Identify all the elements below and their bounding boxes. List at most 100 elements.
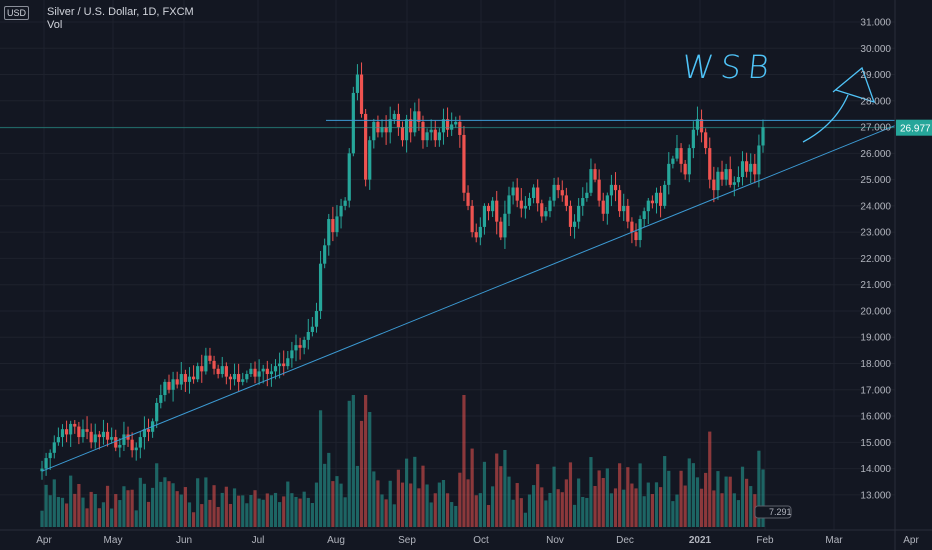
candle-body — [118, 444, 122, 448]
volume-bar — [273, 492, 278, 527]
candle-body — [114, 437, 118, 448]
candle-body — [269, 371, 274, 375]
candle-body — [585, 192, 589, 199]
candle-body — [278, 363, 282, 367]
volume-bar — [204, 477, 208, 527]
candle-body — [232, 374, 237, 380]
volume-bar — [667, 470, 671, 527]
volume-bar — [97, 508, 101, 527]
volume-bar — [372, 471, 376, 527]
volume-bar — [630, 483, 634, 527]
volume-bar — [318, 410, 323, 527]
candle-body — [441, 119, 446, 133]
price-axis[interactable]: 13.000 14.000 15.000 16.000 17.000 18.000 19.0… — [860, 0, 932, 550]
candle-body — [658, 192, 663, 206]
volume-bar — [314, 482, 319, 527]
candle-body — [491, 200, 495, 212]
volume-bar — [474, 495, 478, 527]
volume-bar — [77, 483, 81, 527]
volume-bar — [581, 496, 585, 527]
volume-bar — [622, 489, 626, 527]
volume-bar — [413, 456, 417, 527]
candle-body — [745, 161, 749, 172]
candle-body — [437, 132, 441, 141]
volume-bar — [343, 497, 347, 527]
volume-bar — [232, 488, 237, 527]
volume-bar — [404, 458, 409, 527]
volume-bar — [499, 466, 503, 527]
volume-bar — [724, 476, 728, 527]
candle-body — [286, 358, 290, 367]
candle-body — [282, 363, 286, 367]
candle-body — [376, 121, 380, 133]
candle-body — [613, 184, 618, 191]
time-tick-label: Apr — [36, 535, 52, 546]
candle-body — [327, 219, 331, 246]
candle-body — [450, 124, 454, 130]
candle-body — [171, 379, 175, 390]
volume-bar — [396, 469, 401, 527]
price-tick-label: 19.000 — [860, 333, 891, 344]
volume-bar — [650, 494, 654, 527]
volume-bar — [237, 495, 241, 527]
chart-legend: Silver / U.S. Dollar, 1D, FXCM Vol — [47, 6, 194, 32]
volume-bar — [302, 491, 306, 527]
time-axis[interactable]: Apr May Jun Jul Aug Sep Oct Nov Dec 2021 Feb Mar Apr — [0, 529, 932, 546]
volume-badge-label: 7.291 — [769, 507, 792, 517]
volume-bar — [81, 497, 85, 527]
volume-bar — [159, 481, 163, 527]
candle-body — [544, 211, 548, 217]
volume-bar — [335, 476, 339, 527]
volume-bar — [212, 485, 216, 527]
volume-bar — [122, 486, 126, 527]
candle-body — [650, 200, 654, 204]
price-tick-label: 17.000 — [860, 385, 891, 396]
candle-body — [359, 74, 364, 114]
volume-bar — [716, 471, 720, 527]
volume-bars — [40, 395, 765, 527]
candle-body — [52, 442, 56, 453]
candle-body — [511, 187, 515, 196]
price-tick-label: 27.000 — [860, 123, 891, 134]
volume-bar — [384, 499, 388, 527]
candle-body — [536, 187, 540, 204]
volume-bar — [421, 465, 425, 527]
volume-indicator-label[interactable]: Vol — [47, 19, 63, 31]
price-tick-label: 23.000 — [860, 228, 891, 239]
volume-bar — [704, 472, 708, 527]
volume-bar — [540, 487, 544, 527]
volume-bar — [60, 497, 65, 527]
price-tick-label: 13.000 — [860, 490, 891, 501]
support-trendline — [41, 119, 909, 472]
volume-bar — [638, 463, 642, 527]
volume-bar — [482, 461, 487, 527]
candle-body — [302, 339, 306, 348]
volume-bar — [126, 490, 130, 527]
volume-bar — [720, 493, 724, 527]
candle-body — [183, 374, 187, 382]
candle-body — [413, 111, 417, 133]
volume-bar — [110, 508, 114, 527]
candle-body — [421, 121, 425, 141]
volume-bar — [171, 483, 175, 527]
candle-body — [749, 163, 753, 172]
currency-label[interactable]: USD — [4, 6, 30, 20]
candle-body — [44, 458, 48, 469]
volume-bar — [224, 486, 228, 527]
price-tick-label: 14.000 — [860, 464, 891, 475]
candle-body — [556, 184, 560, 191]
volume-bar — [491, 486, 495, 527]
volume-bar — [585, 497, 589, 527]
volume-bar — [400, 482, 405, 527]
symbol-title[interactable]: Silver / U.S. Dollar, 1D, FXCM — [47, 6, 194, 18]
current-price-label: 26.977 — [900, 124, 931, 135]
candle-body — [671, 158, 675, 164]
volume-bar — [105, 485, 110, 527]
candle-body — [77, 426, 81, 438]
volume-bar — [663, 456, 667, 527]
arrow-annotation-head — [832, 66, 876, 104]
price-axis-bg — [895, 0, 932, 550]
candle-body — [110, 437, 114, 440]
volume-bar — [605, 468, 609, 527]
